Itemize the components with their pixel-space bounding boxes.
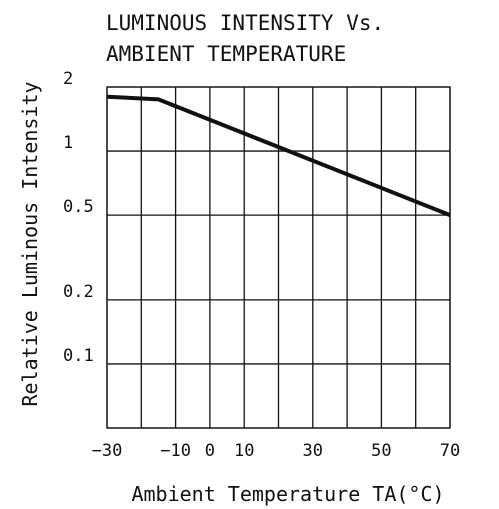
y-tick-label: 1 bbox=[63, 133, 73, 153]
plot-frame bbox=[106, 86, 451, 429]
x-axis-label: Ambient Temperature TA(°C) bbox=[131, 482, 444, 506]
series-group bbox=[106, 94, 451, 218]
grid bbox=[106, 86, 451, 429]
chart-title-line-1: LUMINOUS INTENSITY Vs. bbox=[106, 11, 384, 35]
y-tick-label: 0.5 bbox=[63, 197, 94, 217]
x-tick-label: 10 bbox=[234, 441, 254, 461]
x-tick-label: 70 bbox=[440, 441, 460, 461]
y-tick-label: 2 bbox=[63, 69, 73, 89]
x-tick-label: 30 bbox=[303, 441, 323, 461]
x-tick-label: −10 bbox=[160, 441, 191, 461]
y-tick-labels: 2 1 0.5 0.2 0.1 bbox=[63, 69, 94, 366]
y-tick-label: 0.2 bbox=[63, 282, 94, 302]
x-tick-labels: −30 −10 0 10 30 50 70 bbox=[92, 441, 461, 461]
x-tick-label: 0 bbox=[205, 441, 215, 461]
series-line-1 bbox=[106, 94, 451, 218]
x-tick-label: −30 bbox=[92, 441, 123, 461]
x-tick-label: 50 bbox=[371, 441, 391, 461]
y-tick-label: 0.1 bbox=[63, 346, 94, 366]
y-axis-label: Relative Luminous Intensity bbox=[18, 81, 42, 406]
chart-title-line-2: AMBIENT TEMPERATURE bbox=[106, 42, 346, 66]
